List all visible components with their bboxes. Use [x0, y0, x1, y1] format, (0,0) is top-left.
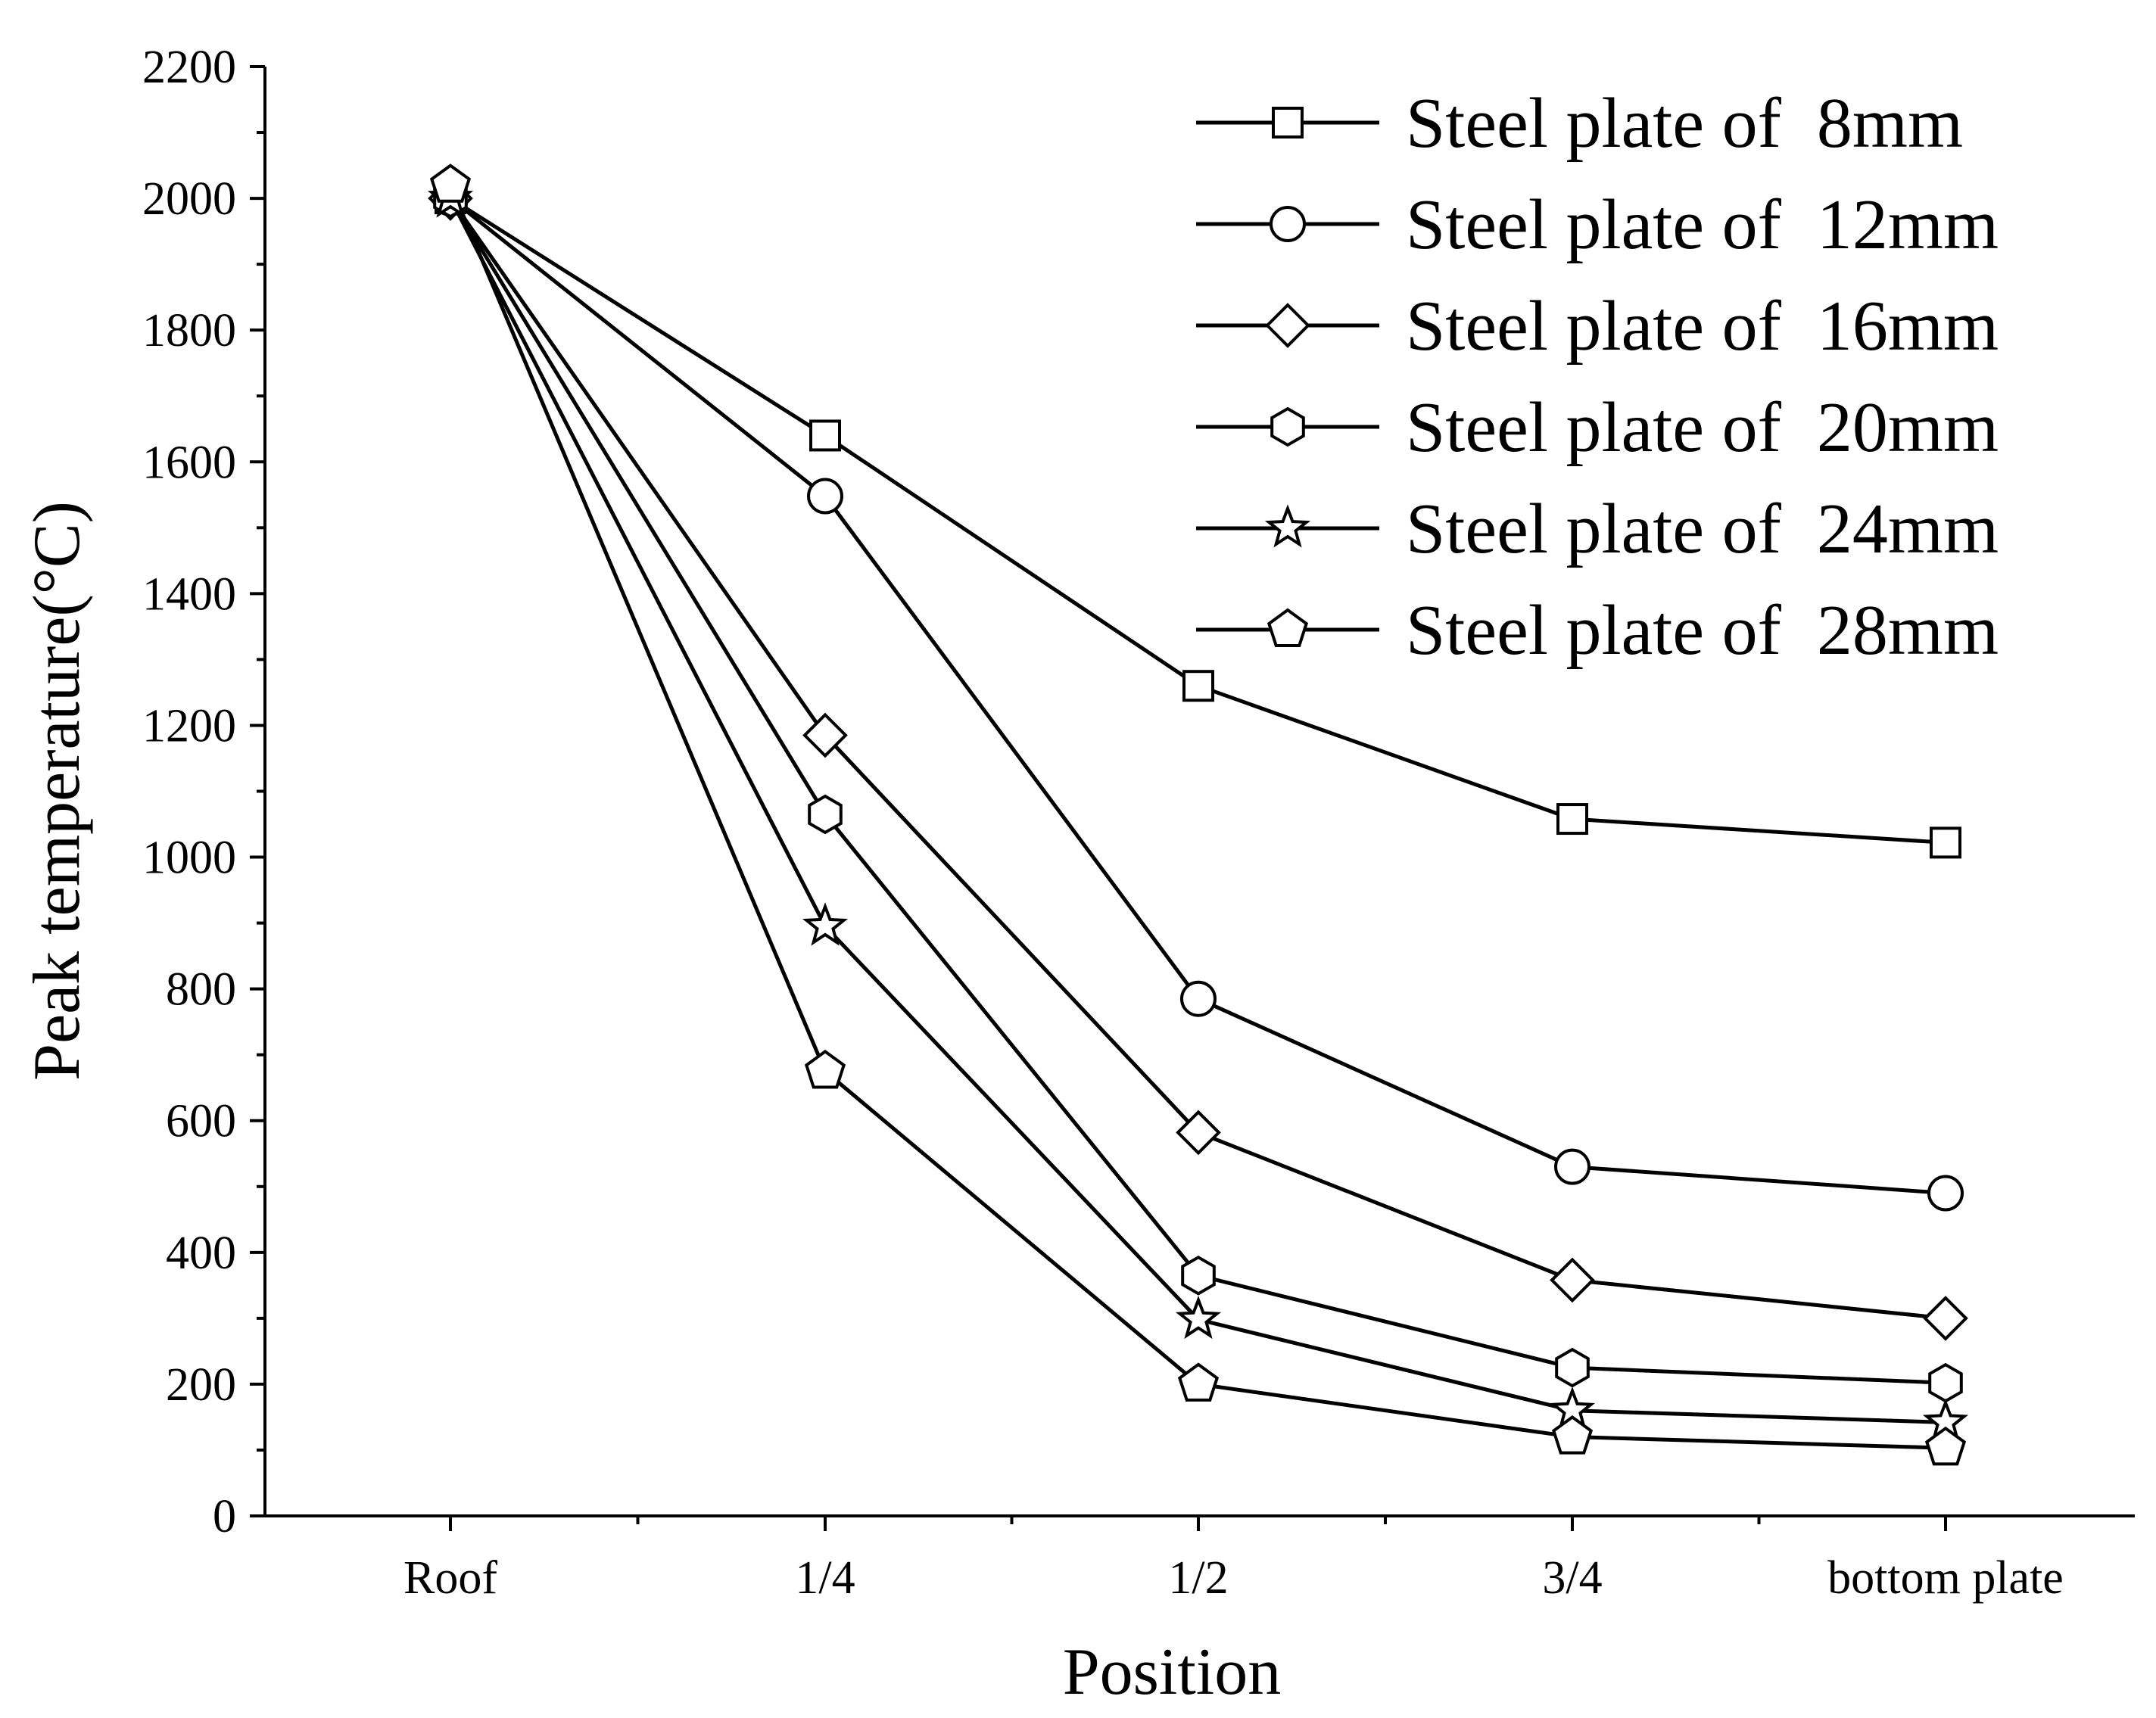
- legend-marker-6: [1266, 608, 1309, 647]
- y-axis-title: Peak temperature(°C): [20, 501, 94, 1081]
- y-tick-label: 600: [166, 1096, 236, 1147]
- legend-marker-2: [1270, 206, 1306, 242]
- legend-label-2: Steel plate of 12mm: [1406, 185, 1999, 264]
- data-point-series-3: [1923, 1296, 1968, 1341]
- axes: 0 200 400 600 800 1000 1200 1400 1600 1800 2000 220…: [142, 42, 2135, 1604]
- y-tick-label: 400: [166, 1228, 236, 1279]
- y-tick-label: 0: [213, 1491, 236, 1542]
- x-tick-label: 3/4: [1542, 1552, 1602, 1604]
- x-tick-label: 1/2: [1168, 1552, 1228, 1604]
- series-line-5: [448, 197, 1946, 1424]
- data-point-series-5: [802, 902, 849, 946]
- data-point-series-2: [1927, 1175, 1964, 1212]
- legend-marker-5: [1264, 504, 1311, 548]
- data-point-series-4: [1928, 1362, 1963, 1403]
- data-point-series-3: [1176, 1110, 1221, 1156]
- legend-label-4: Steel plate of 20mm: [1406, 388, 1999, 467]
- y-tick-label: 1000: [142, 833, 236, 884]
- y-tick-label: 800: [166, 964, 236, 1016]
- legend-label-3: Steel plate of 16mm: [1406, 287, 1999, 366]
- y-tick-label: 2200: [142, 42, 236, 93]
- data-point-series-2: [1554, 1148, 1591, 1185]
- legend-label-5: Steel plate of 24mm: [1406, 490, 1999, 568]
- y-tick-label: 200: [166, 1359, 236, 1411]
- y-tick-label: 1800: [142, 305, 236, 356]
- x-tick-label: bottom plate: [1827, 1552, 2064, 1604]
- y-tick-label: 2000: [142, 173, 236, 225]
- data-point-series-2: [807, 478, 843, 515]
- legend-marker-4: [1270, 406, 1305, 447]
- x-tick-label: 1/4: [795, 1552, 855, 1604]
- data-point-series-6: [1177, 1362, 1220, 1402]
- plot-area: [427, 163, 1969, 1466]
- data-point-series-1: [809, 419, 841, 452]
- data-point-series-6: [1551, 1415, 1594, 1455]
- data-point-series-6: [429, 163, 472, 203]
- data-point-series-4: [1555, 1347, 1590, 1388]
- data-point-series-6: [1924, 1426, 1967, 1466]
- data-point-series-4: [808, 794, 843, 835]
- data-point-series-5: [1175, 1295, 1222, 1340]
- legend-marker-3: [1265, 303, 1310, 348]
- y-tick-label: 1400: [142, 568, 236, 620]
- data-point-series-2: [1180, 980, 1217, 1017]
- y-tick-label: 1200: [142, 700, 236, 752]
- legend-label-1: Steel plate of 8mm: [1406, 84, 1963, 163]
- x-tick-label: Roof: [403, 1552, 497, 1604]
- legend: Steel plate of 8mm Steel plate of 12mm Ste…: [1196, 84, 1999, 670]
- y-tick-label: 1600: [142, 437, 236, 488]
- data-point-series-1: [1930, 826, 1961, 859]
- data-point-series-4: [1181, 1255, 1216, 1296]
- data-point-series-6: [804, 1049, 846, 1089]
- data-point-series-1: [1182, 670, 1214, 702]
- legend-label-6: Steel plate of 28mm: [1406, 591, 1999, 670]
- data-point-series-1: [1556, 803, 1588, 836]
- x-axis-title: Position: [1063, 1636, 1282, 1709]
- data-point-series-3: [802, 712, 848, 758]
- legend-marker-1: [1272, 107, 1304, 138]
- data-point-series-3: [1550, 1257, 1595, 1303]
